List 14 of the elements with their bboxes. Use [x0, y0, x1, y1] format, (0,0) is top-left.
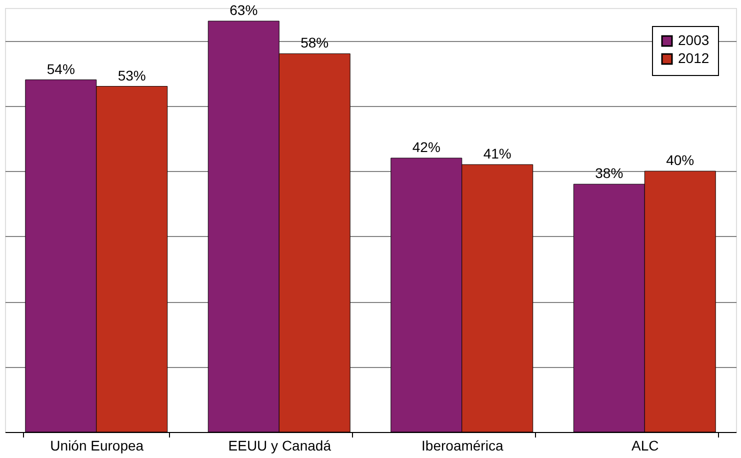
data-label: 63% [230, 2, 258, 18]
data-label: 41% [483, 146, 512, 162]
legend-label: 2012 [678, 50, 710, 66]
data-label: 58% [300, 34, 329, 51]
data-label: 53% [118, 67, 146, 84]
data-label: 54% [46, 60, 75, 77]
data-label: 40% [666, 152, 694, 168]
data-label: 42% [412, 139, 440, 156]
legend-label: 2003 [678, 32, 710, 48]
x-tick-label: EEUU y Canadá [228, 438, 332, 454]
x-tick-label: Iberoamérica [422, 438, 504, 454]
x-tick-label: Unión Europea [50, 438, 144, 454]
data-label: 38% [595, 165, 624, 182]
x-tick-label: ALC [632, 438, 659, 454]
